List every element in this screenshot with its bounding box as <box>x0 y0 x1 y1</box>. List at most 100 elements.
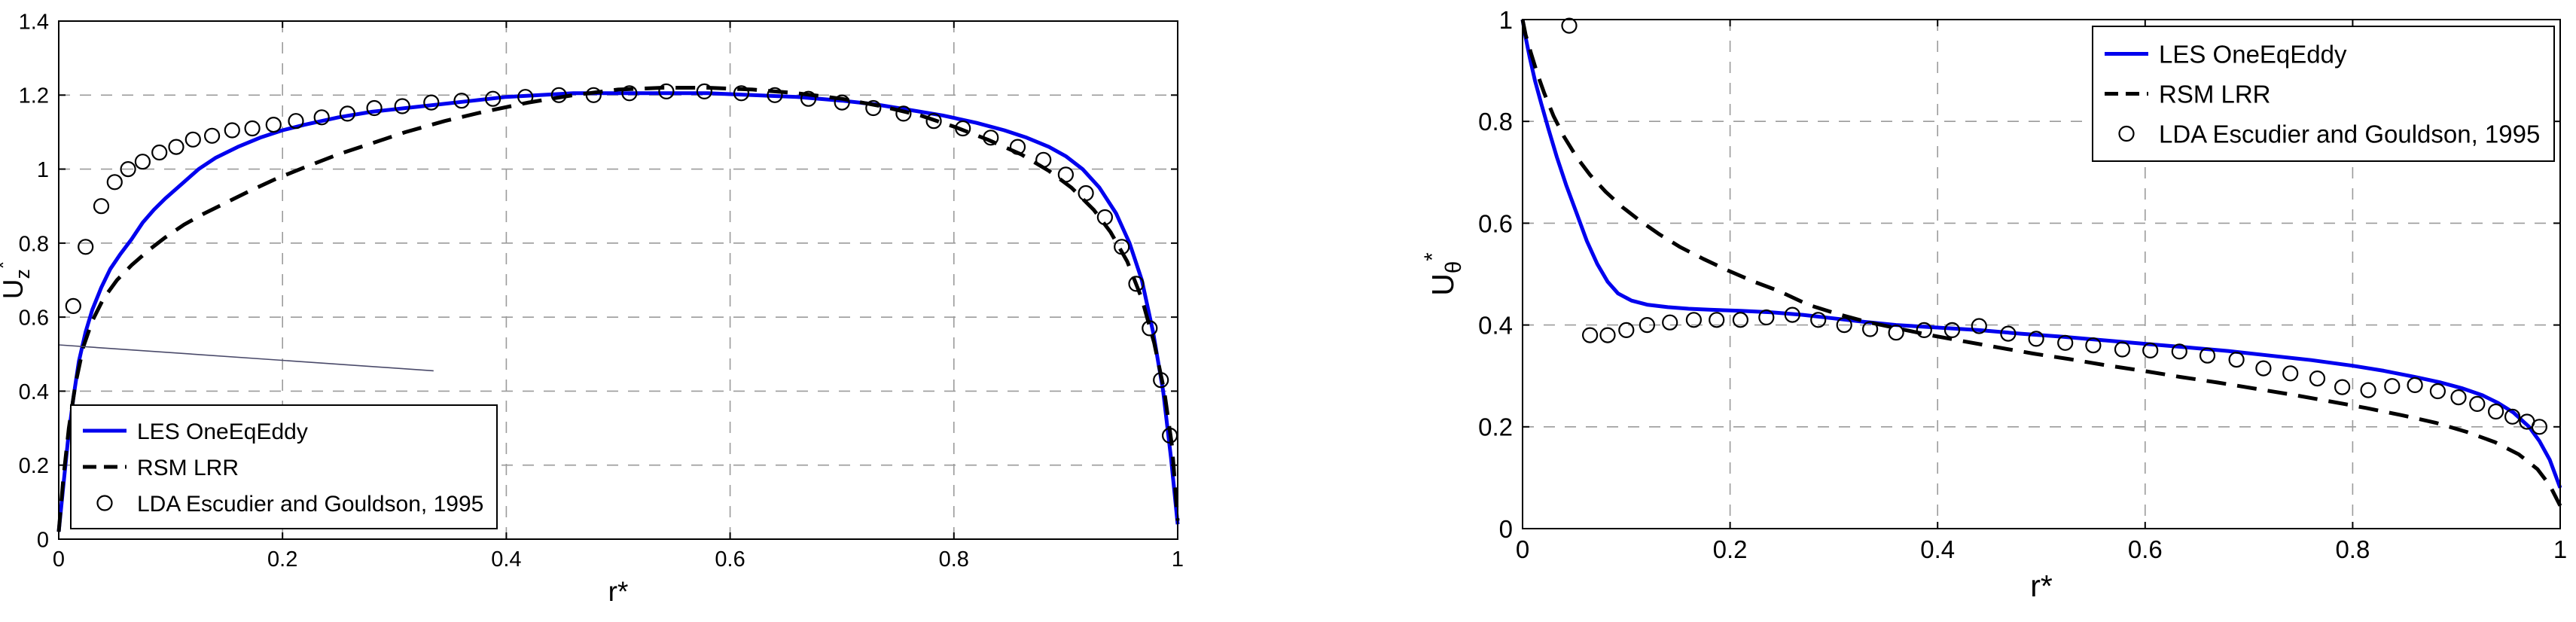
legend-box <box>2092 26 2555 162</box>
tick-label: 0.8 <box>939 547 969 572</box>
tick-marks <box>58 20 1178 540</box>
scatter-point <box>394 98 410 114</box>
scatter-point <box>1128 276 1145 292</box>
scatter-point <box>1810 312 1827 328</box>
legend-label: RSM LRR <box>137 456 239 480</box>
scatter-point <box>1582 327 1599 343</box>
scatter-point <box>983 130 999 146</box>
series-group <box>1520 17 2562 507</box>
scatter-point <box>2450 389 2467 406</box>
series-lda-escudier-and-gouldson-1995-points <box>65 83 1178 444</box>
tick-label: 0 <box>37 528 49 552</box>
tick-label: 0.2 <box>1713 535 1748 563</box>
x-tick-labels: 0 0.2 0.4 0.6 0.8 1 <box>1516 535 2567 563</box>
tick-label: 0.6 <box>2128 535 2163 563</box>
scatter-point <box>244 120 261 137</box>
legend-entry-rsm-lrr: RSM LRR <box>2105 80 2271 108</box>
scatter-point <box>151 144 168 161</box>
tick-label: 1 <box>2553 535 2567 563</box>
scatter-point <box>134 154 151 170</box>
tick-label: 0 <box>1516 535 1529 563</box>
scatter-point <box>1142 320 1158 337</box>
x-tick-labels: 0 0.2 0.4 0.6 0.8 1 <box>53 547 1184 572</box>
scatter-point <box>517 89 534 105</box>
tick-label: 0.4 <box>1478 312 1513 340</box>
scatter-point <box>106 174 123 191</box>
scatter-point <box>2334 379 2351 395</box>
scatter-point <box>2504 408 2521 425</box>
scatter-point <box>1861 321 1879 337</box>
scatter-point <box>2057 334 2074 351</box>
legend-marker-sample <box>96 495 113 511</box>
tick-label: 1 <box>1172 547 1184 572</box>
legend-label: LES OneEqEddy <box>2159 40 2347 68</box>
scatter-point <box>585 87 602 103</box>
tick-label: 1 <box>1499 6 1513 34</box>
scatter-point <box>168 139 184 155</box>
scatter-point <box>1888 325 1904 341</box>
series-rsm-lrr <box>1520 19 2562 507</box>
tick-label: 0.6 <box>1478 209 1513 237</box>
scatter-point <box>2228 352 2245 368</box>
legend-entry-rsm-lrr: RSM LRR <box>83 456 239 480</box>
tick-marks <box>1522 19 2561 529</box>
legend-entry-lda-escudier-and-gouldson-1995: LDA Escudier and Gouldson, 1995 <box>96 492 483 517</box>
scatter-point <box>93 198 110 215</box>
left-chart-axial-velocity: 0 0.2 0.4 0.6 0.8 1 0 0.2 0.4 0.6 0.8 1 1.2 1.4 r* Uz* L… <box>0 10 1184 607</box>
scatter-point <box>313 109 330 126</box>
tick-label: 1.4 <box>19 10 49 34</box>
scatter-point <box>2360 382 2376 398</box>
scatter-point <box>1096 209 1114 226</box>
tick-label: 0.4 <box>491 547 521 572</box>
tick-label: 0.2 <box>19 454 49 478</box>
tick-label: 0.2 <box>1478 413 1513 441</box>
scatter-point <box>2028 331 2044 347</box>
scatter-point <box>484 90 501 107</box>
tick-label: 1 <box>37 158 49 182</box>
scatter-point <box>1153 372 1169 389</box>
scatter-point <box>1784 306 1800 323</box>
tick-label: 0.8 <box>2335 535 2370 563</box>
tick-label: 0.4 <box>1920 535 1955 563</box>
series-lda-escudier-and-gouldson-1995-points <box>1561 17 2548 435</box>
scatter-point <box>2255 360 2272 377</box>
legend-box <box>70 404 498 529</box>
scatter-point <box>925 113 942 130</box>
scatter-point <box>955 120 971 137</box>
scatter-point <box>1836 317 1852 334</box>
scatter-point <box>2282 365 2299 382</box>
y-tick-labels: 0 0.2 0.4 0.6 0.8 1 <box>1478 6 1513 543</box>
scatter-point <box>184 131 201 148</box>
y-tick-labels: 0 0.2 0.4 0.6 0.8 1 1.2 1.4 <box>19 10 49 552</box>
series-stray-line <box>58 344 434 372</box>
scatter-point <box>288 113 304 130</box>
scatter-point <box>1057 166 1075 183</box>
scatter-point <box>1599 327 1616 343</box>
scatter-point <box>339 105 355 122</box>
axes-box <box>1522 19 2561 529</box>
scatter-point <box>800 90 817 107</box>
scatter-point <box>2429 383 2446 400</box>
scatter-point <box>65 297 81 314</box>
scatter-point <box>1971 318 1987 334</box>
scatter-point <box>1114 239 1130 255</box>
scatter-point <box>834 94 850 111</box>
scatter-point <box>224 122 240 139</box>
scatter-point <box>2469 395 2486 413</box>
right-chart-swirl-velocity: 0 0.2 0.4 0.6 0.8 1 0 0.2 0.4 0.6 0.8 1 r* Uθ* LES One… <box>1420 6 2567 603</box>
axes-box <box>58 20 1178 540</box>
scatter-point <box>1078 184 1094 202</box>
tick-label: 0.8 <box>19 232 49 256</box>
scatter-point <box>1662 314 1678 331</box>
legend-marker-sample <box>2118 125 2135 142</box>
scatter-point <box>366 99 383 117</box>
scatter-point <box>2171 343 2187 360</box>
scatter-point <box>696 83 713 100</box>
legend-label: LES OneEqEddy <box>137 419 308 444</box>
scatter-point <box>423 94 440 111</box>
legend-entry-les-oneeqeddy: LES OneEqEddy <box>83 419 308 444</box>
scatter-point <box>1035 151 1052 168</box>
scatter-point <box>733 85 750 102</box>
scatter-point <box>2407 377 2423 393</box>
